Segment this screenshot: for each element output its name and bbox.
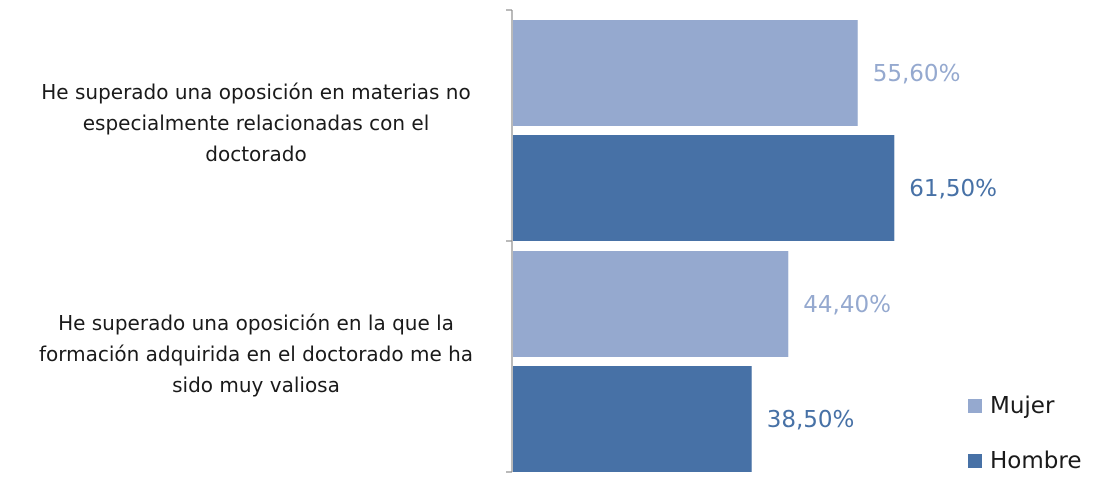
legend: Mujer Hombre: [968, 393, 1081, 474]
legend-label-hombre: Hombre: [990, 448, 1081, 474]
data-label: 38,50%: [767, 407, 855, 433]
bar-hombre: [513, 366, 752, 472]
legend-swatch-mujer: [968, 399, 982, 413]
category-label: He superado una oposición en la que la fo…: [39, 311, 473, 397]
bars-layer: [513, 20, 895, 472]
category-label-line: doctorado: [205, 142, 306, 166]
category-label-line: especialmente relacionadas con el: [83, 111, 430, 135]
legend-label-mujer: Mujer: [990, 393, 1055, 419]
labels-layer: He superado una oposición en materias no…: [39, 61, 997, 433]
category-label-line: He superado una oposición en la que la: [58, 311, 454, 335]
legend-swatch-hombre: [968, 454, 982, 468]
category-label-line: formación adquirida en el doctorado me h…: [39, 342, 473, 366]
data-label: 55,60%: [873, 61, 961, 87]
bar-hombre: [513, 135, 895, 241]
category-label: He superado una oposición en materias no…: [41, 80, 470, 166]
category-label-line: He superado una oposición en materias no: [41, 80, 470, 104]
category-label-line: sido muy valiosa: [172, 373, 340, 397]
data-label: 61,50%: [909, 176, 997, 202]
data-label: 44,40%: [803, 292, 891, 318]
bar-mujer: [513, 20, 858, 126]
bar-mujer: [513, 251, 789, 357]
axis-layer: [506, 9, 513, 473]
